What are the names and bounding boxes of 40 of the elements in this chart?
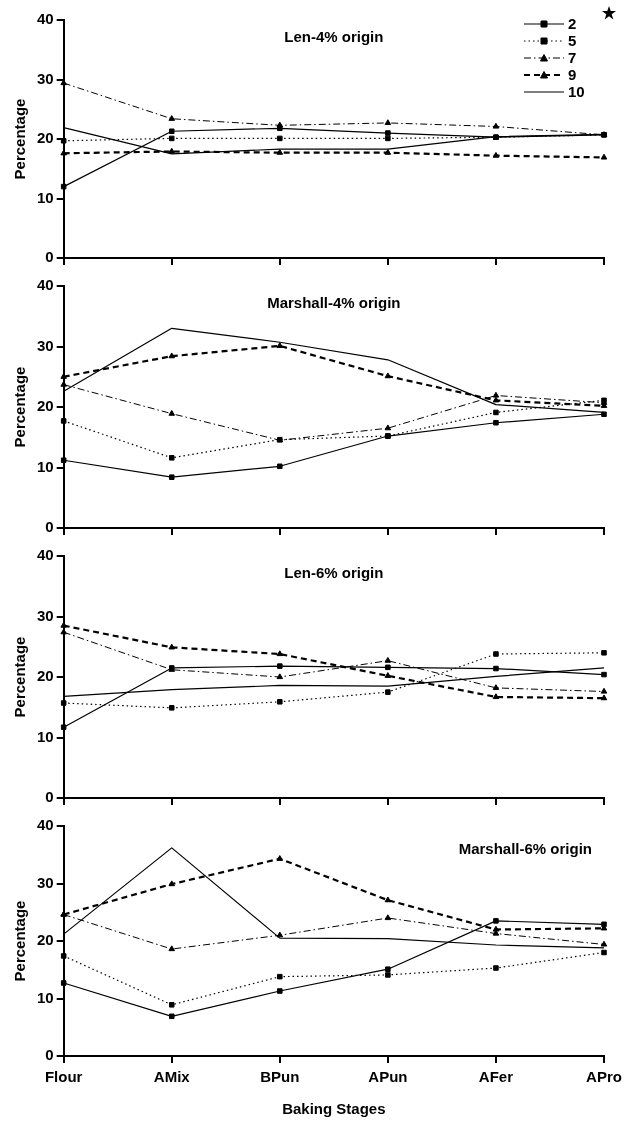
y-tick-label: 10 — [37, 457, 54, 475]
y-axis-title: Percentage — [11, 98, 29, 180]
y-tick-label: 20 — [37, 129, 54, 147]
text: Marshall-4% origin — [267, 294, 401, 312]
y-tick-label: 10 — [37, 988, 54, 1006]
legend-label: 5 — [568, 32, 577, 50]
y-tick-label: 30 — [37, 69, 54, 87]
legend-label: 10 — [568, 83, 585, 101]
y-tick-label: 10 — [37, 188, 54, 206]
x-tick-label: APro — [586, 1068, 622, 1086]
y-tick-label: 20 — [37, 667, 54, 685]
x-tick-label: AMix — [153, 1068, 191, 1086]
y-tick-label: 0 — [45, 518, 54, 536]
y-axis-title: Percentage — [11, 636, 29, 718]
y-tick-label: 0 — [45, 248, 54, 266]
y-tick-label: 40 — [37, 10, 54, 28]
y-tick-label: 20 — [37, 931, 54, 949]
y-axis-title: Percentage — [11, 366, 29, 448]
legend-label: 2 — [568, 15, 577, 33]
y-tick-label: 0 — [45, 788, 54, 806]
x-tick-label: APun — [368, 1068, 408, 1086]
x-tick-label: Flour — [44, 1068, 83, 1086]
x-tick-label: BPun — [260, 1068, 300, 1086]
y-tick-label: 40 — [37, 276, 54, 294]
y-tick-label: 30 — [37, 873, 54, 891]
legend-label: 9 — [568, 66, 577, 84]
text: Marshall-6% origin — [458, 840, 592, 858]
y-tick-label: 40 — [37, 816, 54, 834]
x-tick-label: AFer — [478, 1068, 514, 1086]
y-tick-label: 0 — [45, 1046, 54, 1064]
y-tick-label: 30 — [37, 336, 54, 354]
text: Len-6% origin — [284, 564, 384, 582]
y-tick-label: 30 — [37, 606, 54, 624]
x-axis-title: Baking Stages — [282, 1100, 386, 1118]
y-axis-title: Percentage — [11, 900, 29, 982]
text: Len-4% origin — [284, 28, 384, 46]
y-tick-label: 40 — [37, 546, 54, 564]
legend-label: 7 — [568, 49, 577, 67]
y-tick-label: 20 — [37, 397, 54, 415]
y-tick-label: 10 — [37, 727, 54, 745]
